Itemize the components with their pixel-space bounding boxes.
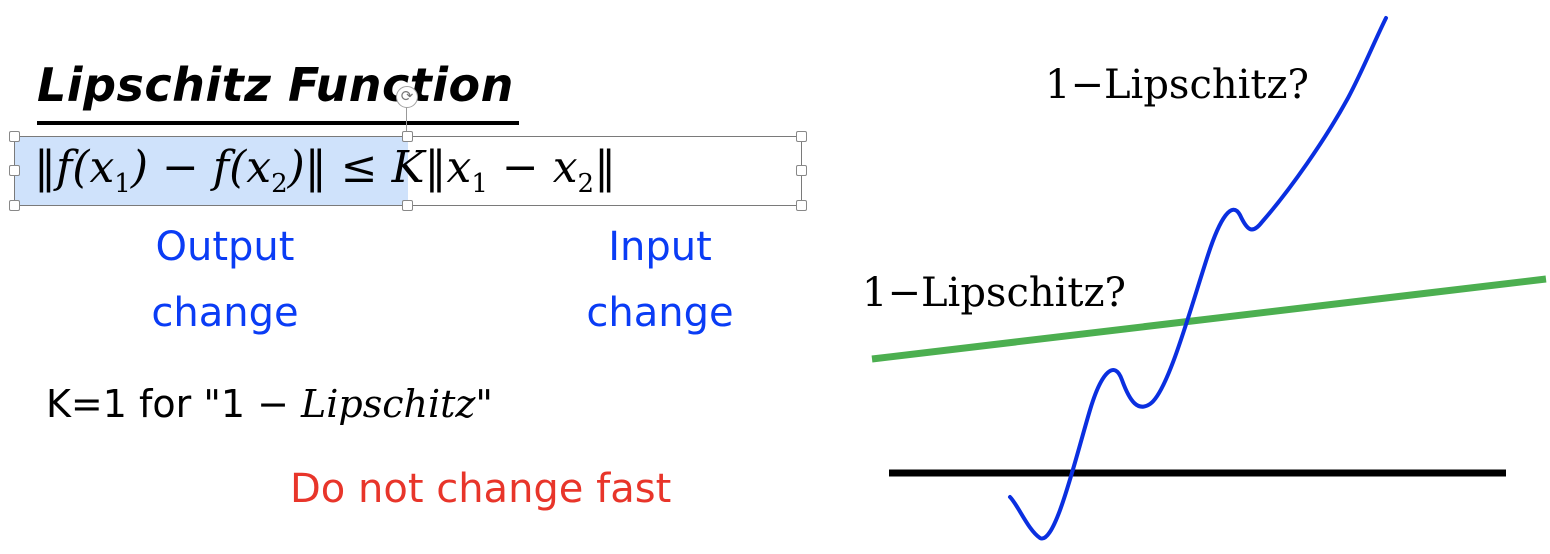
resize-handle-top-left[interactable] xyxy=(9,131,20,142)
resize-handle-top-right[interactable] xyxy=(796,131,807,142)
resize-handle-bottom-left[interactable] xyxy=(9,200,20,211)
resize-handle-bottom-middle[interactable] xyxy=(402,200,413,211)
resize-handle-bottom-right[interactable] xyxy=(796,200,807,211)
green-slope-line[interactable] xyxy=(871,275,1547,363)
lipschitz-equation[interactable]: ‖f(x1) − f(x2)‖ ≤ K‖x1 − x2‖ xyxy=(34,142,616,199)
output-change-line1: Output xyxy=(155,224,295,270)
eq-rhs-mid: − x xyxy=(487,142,578,193)
input-change-line1: Input xyxy=(608,224,712,270)
blue-wiggly-curve[interactable] xyxy=(1008,16,1388,541)
resize-handle-top-middle[interactable] xyxy=(402,131,413,142)
eq-lhs-open: ‖f(x xyxy=(34,142,115,193)
slide-title[interactable]: Lipschitz Function xyxy=(37,58,514,112)
rotate-handle-stem xyxy=(406,107,407,136)
resize-handle-middle-left[interactable] xyxy=(9,165,20,176)
eq-lhs-sub1: 1 xyxy=(114,168,131,199)
lipschitz-question-top[interactable]: 1−Lipschitz? xyxy=(1045,62,1310,108)
eq-lhs-mid: ) − f(x xyxy=(130,142,272,193)
output-change-label[interactable]: Output change xyxy=(120,214,330,346)
k-line-italic: Lipschitz xyxy=(301,382,476,426)
output-change-line2: change xyxy=(151,290,299,336)
eq-lhs-sub2: 2 xyxy=(271,168,288,199)
k-line-prefix: K=1 for "1 − xyxy=(46,382,301,426)
eq-rhs-sub2: 2 xyxy=(577,168,595,199)
input-change-line2: change xyxy=(586,290,734,336)
input-change-label[interactable]: Input change xyxy=(555,214,765,346)
lipschitz-question-middle[interactable]: 1−Lipschitz? xyxy=(862,270,1127,316)
do-not-change-fast-note[interactable]: Do not change fast xyxy=(290,466,672,512)
text-selection-highlight xyxy=(14,136,408,206)
rotate-handle-icon[interactable]: ⟳ xyxy=(396,86,418,108)
k-definition-text[interactable]: K=1 for "1 − Lipschitz" xyxy=(46,382,493,426)
eq-rhs-sub1: 1 xyxy=(471,168,488,199)
k-line-suffix: " xyxy=(475,382,493,426)
resize-handle-middle-right[interactable] xyxy=(796,165,807,176)
eq-rhs-close: ‖ xyxy=(594,142,617,193)
title-underline xyxy=(37,121,519,125)
eq-lhs-close: )‖ ≤ K‖x xyxy=(287,142,472,193)
